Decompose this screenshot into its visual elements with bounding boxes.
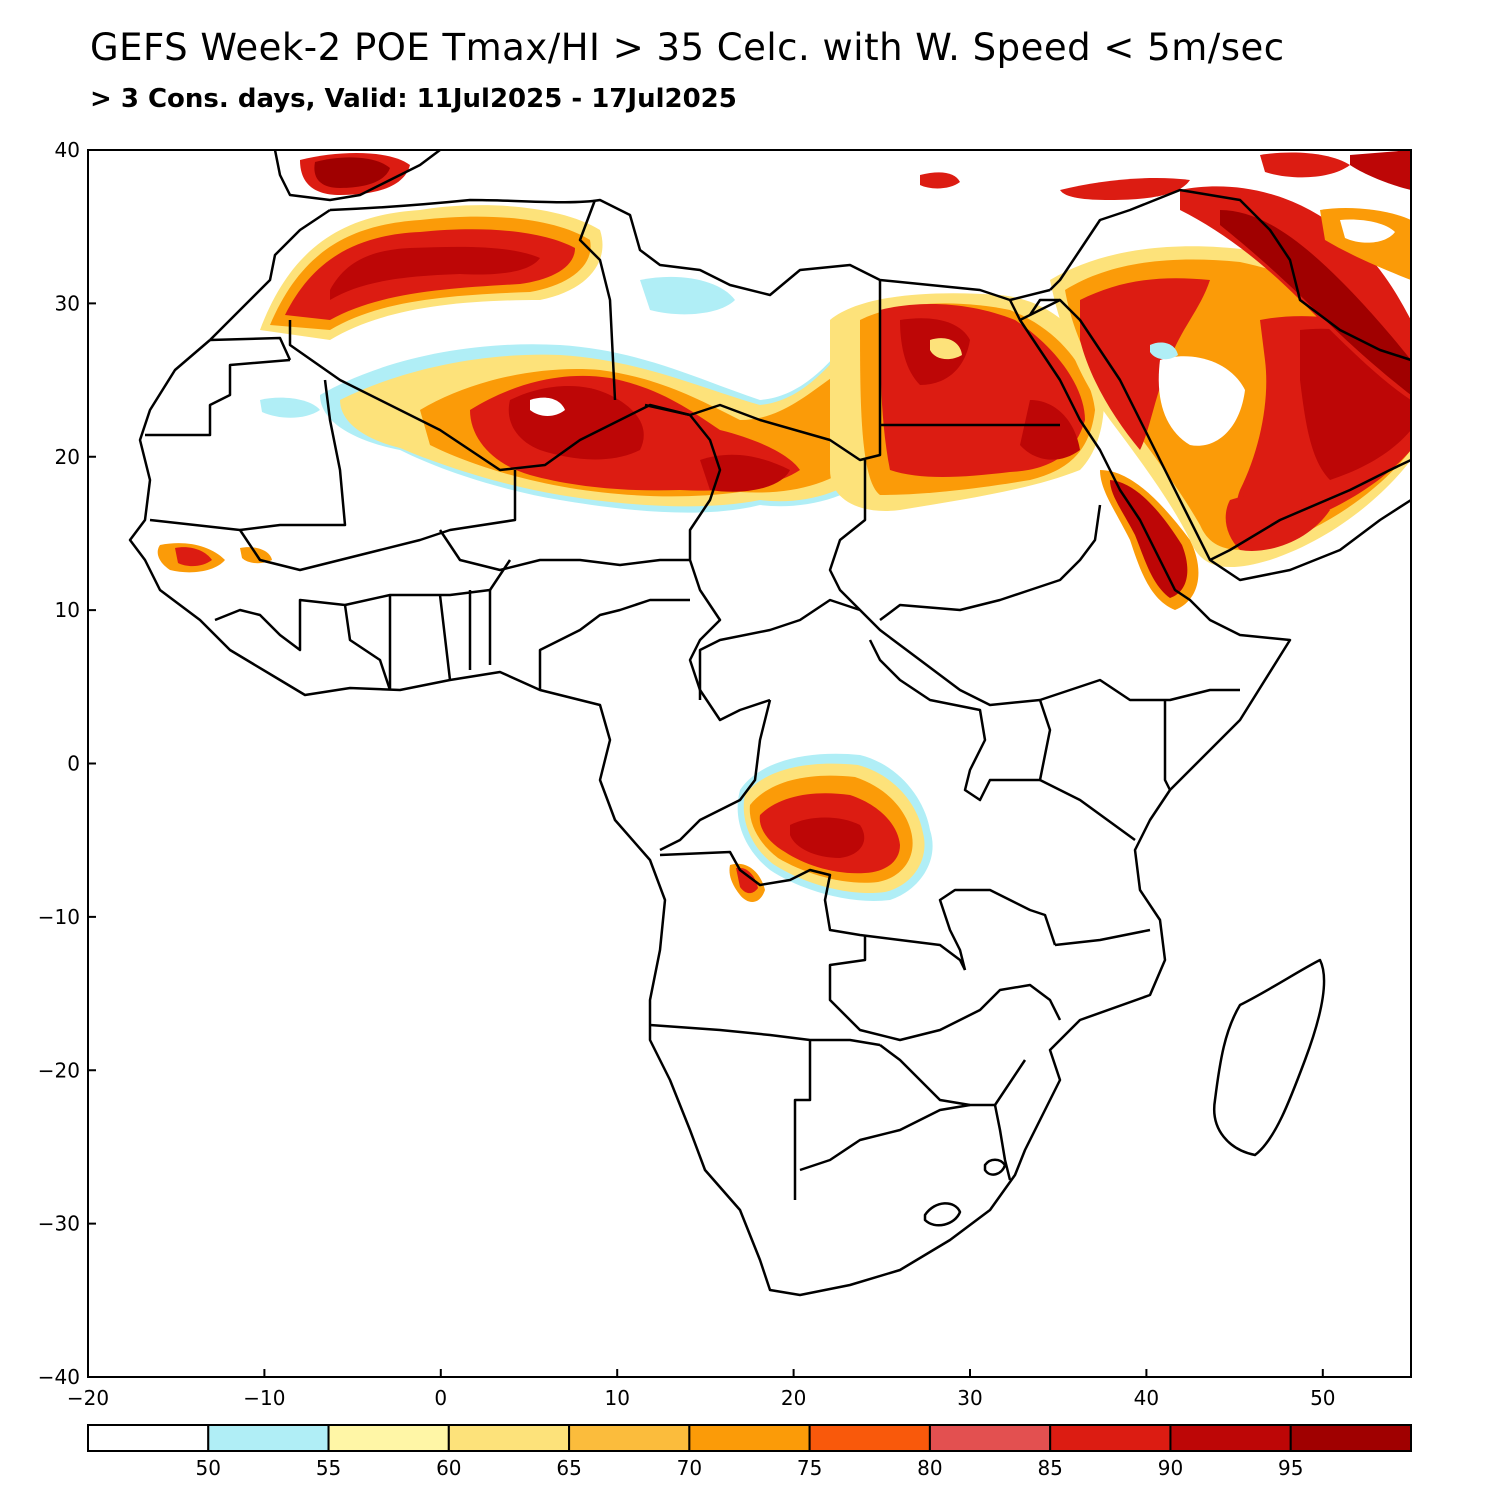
legend-swatch [207, 1424, 330, 1452]
legend-label: 50 [196, 1456, 221, 1480]
lat-tick-label: −30 [38, 1212, 80, 1236]
legend-swatch [688, 1424, 811, 1452]
lon-tick-label: 0 [434, 1386, 447, 1410]
legend-swatch [1169, 1424, 1292, 1452]
axis-labels: −20 −10 0 10 20 30 40 50 −40 −30 −20 −10 0 10 20 30 40 [38, 138, 1336, 1410]
legend-swatch [1289, 1424, 1413, 1452]
lat-tick-label: 0 [67, 752, 80, 776]
legend-label: 65 [556, 1456, 581, 1480]
axis-ticks [87, 149, 1324, 1378]
color-legend [87, 1424, 1413, 1452]
legend-label: 95 [1278, 1456, 1303, 1480]
lon-tick-label: 30 [957, 1386, 982, 1410]
lon-tick-label: 40 [1134, 1386, 1159, 1410]
legend-swatch [808, 1424, 931, 1452]
lon-tick-label: 20 [781, 1386, 806, 1410]
legend-swatch [568, 1424, 691, 1452]
legend-label: 75 [797, 1456, 822, 1480]
chart-subtitle: > 3 Cons. days, Valid: 11Jul2025 - 17Jul… [90, 84, 737, 114]
lat-tick-label: −40 [38, 1365, 80, 1389]
lon-tick-label: −10 [243, 1386, 285, 1410]
legend-label: 60 [436, 1456, 461, 1480]
chart-title: GEFS Week-2 POE Tmax/HI > 35 Celc. with … [90, 26, 1285, 69]
lon-tick-label: 50 [1310, 1386, 1335, 1410]
legend-label: 70 [677, 1456, 702, 1480]
lat-tick-label: −10 [38, 905, 80, 929]
lat-tick-label: 30 [55, 291, 80, 315]
legend-swatch [87, 1424, 210, 1452]
legend-label: 85 [1037, 1456, 1062, 1480]
legend-swatch [1049, 1424, 1172, 1452]
lon-tick-label: −20 [67, 1386, 109, 1410]
legend-swatch [447, 1424, 571, 1452]
lon-tick-label: 10 [604, 1386, 629, 1410]
legend-label: 80 [917, 1456, 942, 1480]
legend-swatch [327, 1424, 450, 1452]
lat-tick-label: −20 [38, 1058, 80, 1082]
color-legend-labels: 50 55 60 65 70 75 80 85 90 95 [196, 1456, 1304, 1480]
legend-swatch [928, 1424, 1052, 1452]
lat-tick-label: 10 [55, 598, 80, 622]
lat-tick-label: 40 [55, 138, 80, 162]
country-borders [128, 150, 1411, 1297]
legend-label: 90 [1158, 1456, 1183, 1480]
legend-label: 55 [316, 1456, 341, 1480]
lat-tick-label: 20 [55, 445, 80, 469]
